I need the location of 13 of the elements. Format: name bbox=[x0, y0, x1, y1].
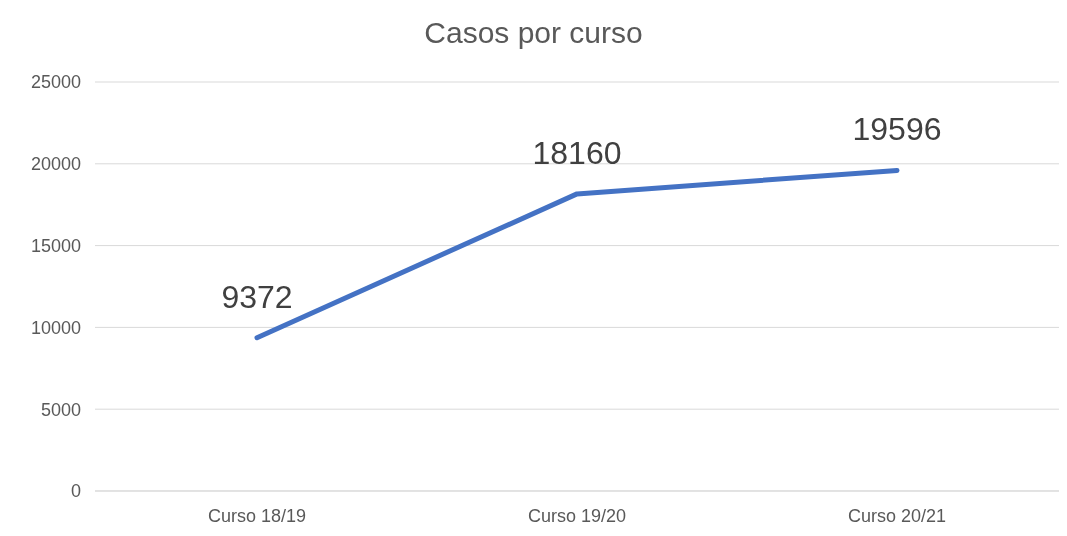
y-tick-label: 25000 bbox=[30, 72, 81, 93]
y-tick-label: 5000 bbox=[40, 399, 81, 420]
y-tick-label: 0 bbox=[70, 481, 81, 502]
data-label: 9372 bbox=[221, 278, 293, 315]
x-tick-label: Curso 20/21 bbox=[847, 505, 947, 526]
y-tick-label: 15000 bbox=[30, 235, 81, 256]
chart-title: Casos por curso bbox=[423, 15, 644, 51]
x-tick-label: Curso 18/19 bbox=[207, 505, 307, 526]
data-label: 18160 bbox=[532, 134, 622, 171]
data-label: 19596 bbox=[852, 111, 942, 148]
x-tick-label: Curso 19/20 bbox=[527, 505, 627, 526]
y-tick-label: 10000 bbox=[30, 317, 81, 338]
y-tick-label: 20000 bbox=[30, 154, 81, 175]
